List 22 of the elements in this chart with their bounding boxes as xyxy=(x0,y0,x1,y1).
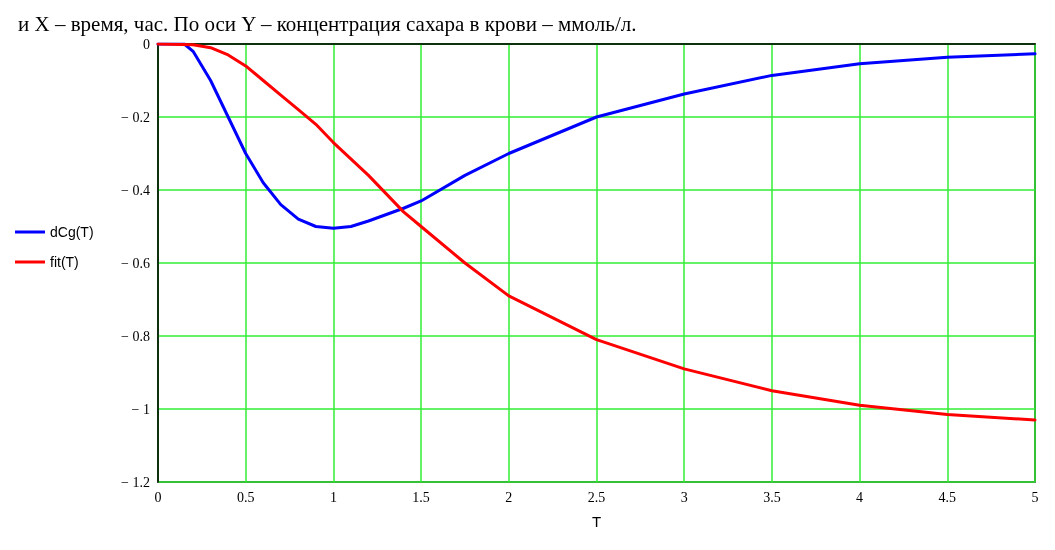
y-tick-label: − 0.4 xyxy=(121,182,150,198)
x-tick-label: 1.5 xyxy=(412,489,430,505)
y-tick-label: − 1.2 xyxy=(121,474,150,490)
x-tick-label: 2 xyxy=(505,489,513,505)
x-tick-label: 0.5 xyxy=(236,489,255,505)
y-tick-label: − 0.8 xyxy=(121,328,150,344)
x-tick-label: 3.5 xyxy=(763,489,781,505)
x-tick-label: 1 xyxy=(329,489,337,505)
x-tick-label: 3 xyxy=(680,489,688,505)
y-tick-label: − 0.2 xyxy=(121,109,150,125)
x-tick-label: 5 xyxy=(1031,489,1039,505)
chart-title: и X – время, час. По оси Y – концентрация сахара в крови – ммоль/л. xyxy=(18,11,637,36)
x-axis-title: T xyxy=(591,513,602,530)
x-tick-label: 4 xyxy=(856,489,864,505)
legend-label: fit(T) xyxy=(50,254,79,270)
x-tick-label: 4.5 xyxy=(938,489,957,505)
x-tick-label: 0 xyxy=(154,489,162,505)
x-tick-label: 2.5 xyxy=(587,489,606,505)
y-tick-label: 0 xyxy=(143,36,150,52)
y-tick-label: − 0.6 xyxy=(121,255,150,271)
y-tick-label: − 1 xyxy=(131,401,150,417)
legend-label: dCg(T) xyxy=(50,224,94,240)
